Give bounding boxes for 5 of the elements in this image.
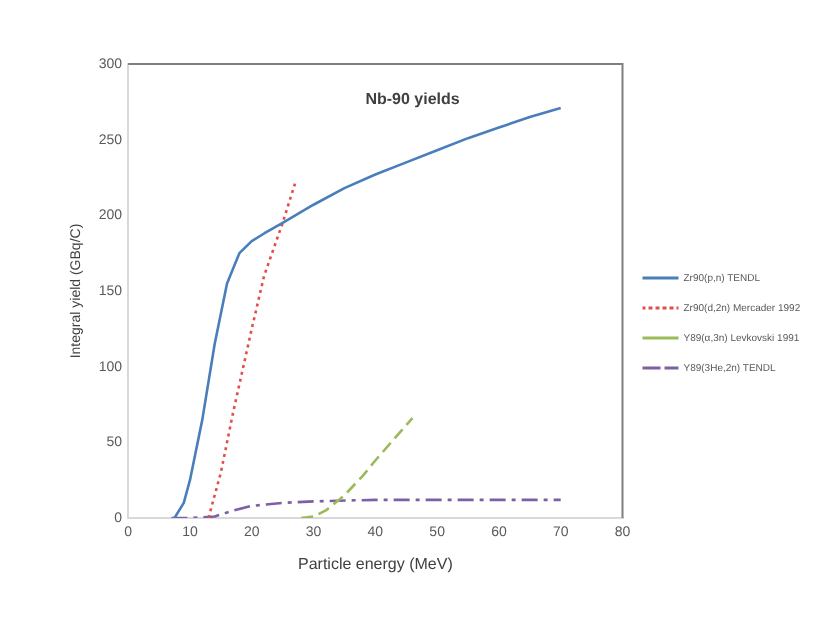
text: Nb-90 yields [365, 90, 461, 108]
x-axis-title: Particle energy (MeV) [297, 554, 454, 573]
line-series [170, 498, 563, 518]
line-series [207, 182, 297, 518]
line-series [299, 416, 414, 518]
